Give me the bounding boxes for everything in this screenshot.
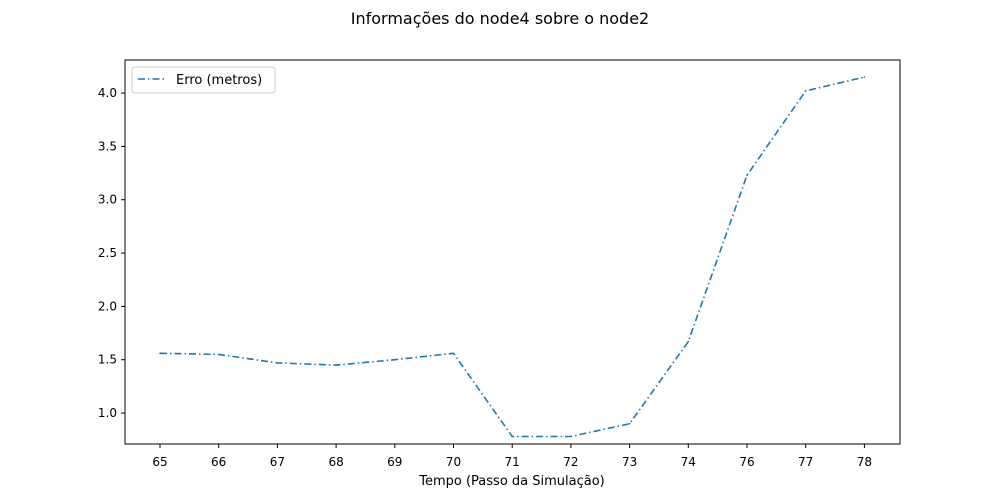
- legend-label: Erro (metros): [176, 73, 262, 88]
- data-point: [863, 76, 866, 78]
- legend-box: [131, 66, 276, 94]
- data-point: [628, 422, 631, 425]
- x-axis: 65 66 67 68 69 70 71 72 73 74 76 77 78: [152, 444, 872, 469]
- y-axis: 1.0 1.5 2.0 2.5 3.0 3.5 4.0: [98, 86, 125, 420]
- series-layer: [159, 76, 866, 438]
- x-tick-label: 72: [563, 455, 578, 469]
- data-point: [335, 364, 337, 366]
- x-tick-label: 71: [505, 455, 520, 469]
- data-point: [804, 90, 807, 92]
- data-point: [452, 352, 455, 355]
- x-tick-label: 67: [270, 455, 285, 469]
- x-tick-label: 65: [152, 455, 167, 469]
- y-tick-label: 3.0: [98, 193, 117, 207]
- chart-title: Informações do node4 sobre o node2: [351, 9, 649, 28]
- plot-area: [124, 59, 901, 445]
- data-point: [217, 353, 220, 356]
- y-tick-label: 3.5: [98, 139, 117, 153]
- data-point: [511, 435, 513, 438]
- data-point: [159, 352, 161, 355]
- x-tick-label: 68: [328, 455, 343, 469]
- data-point: [570, 435, 572, 438]
- x-tick-label: 70: [446, 455, 461, 469]
- x-tick-label: 78: [857, 455, 872, 469]
- x-tick-label: 73: [622, 455, 637, 469]
- y-tick-label: 1.5: [98, 353, 117, 367]
- x-tick-label: 66: [211, 455, 226, 469]
- data-point: [687, 340, 690, 343]
- y-tick-label: 2.5: [98, 246, 117, 260]
- y-tick-label: 4.0: [98, 86, 117, 100]
- data-point: [746, 174, 748, 176]
- data-point: [276, 362, 279, 364]
- x-tick-label: 69: [387, 455, 402, 469]
- data-point: [394, 358, 396, 361]
- y-tick-label: 1.0: [98, 406, 117, 420]
- legend: Erro (metros): [131, 66, 276, 94]
- x-tick-label: 74: [681, 455, 696, 469]
- x-tick-label: 77: [798, 455, 813, 469]
- x-axis-label: Tempo (Passo da Simulação): [418, 474, 605, 489]
- x-tick-label: 76: [739, 455, 754, 469]
- y-tick-label: 2.0: [98, 299, 117, 313]
